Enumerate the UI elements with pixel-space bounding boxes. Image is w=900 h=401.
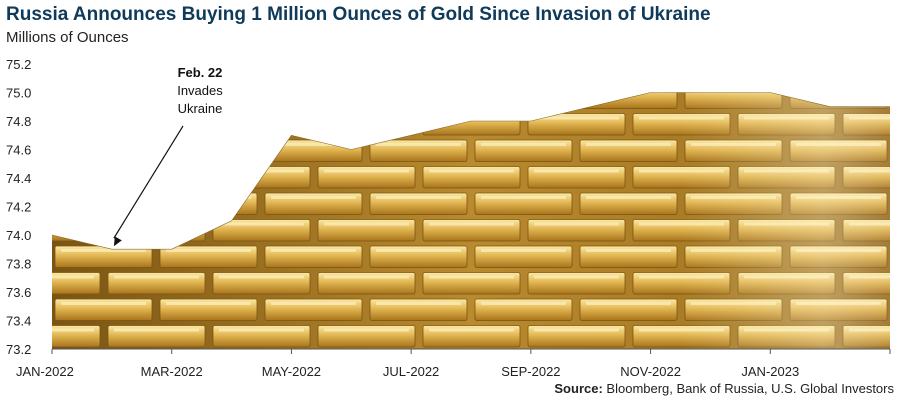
gold-bar-highlight: [429, 116, 514, 120]
x-tick-label: SEP-2022: [501, 364, 560, 379]
gold-bar-highlight: [376, 92, 461, 93]
y-tick-label: 73.8: [6, 257, 31, 272]
gold-bar-highlight: [324, 116, 409, 120]
gold-bar-highlight: [744, 64, 829, 67]
y-axis-unit-label: Millions of Ounces: [6, 29, 129, 46]
gold-bar-highlight: [534, 64, 619, 67]
gold-bar-highlight: [219, 116, 304, 120]
y-tick-label: 74.0: [6, 228, 31, 243]
gold-bar-highlight: [481, 92, 566, 93]
gold-bar: [843, 61, 900, 83]
gold-bar-highlight: [796, 92, 881, 93]
gold-bar-highlight: [114, 116, 199, 120]
gold-bar-highlight: [61, 92, 146, 93]
gold-bar: [423, 61, 520, 83]
annotation-arrow-line: [113, 125, 184, 239]
gold-bar: [317, 113, 416, 136]
y-tick-label: 73.6: [6, 285, 31, 300]
area-outline: [51, 92, 890, 250]
y-tick-label: 75.0: [6, 86, 31, 101]
gold-bar-highlight: [639, 64, 724, 67]
gold-bar-highlight: [52, 222, 94, 226]
y-tick-label: 74.8: [6, 114, 31, 129]
annotation-date: Feb. 22: [178, 65, 223, 80]
gold-bar: [54, 92, 153, 109]
gold-bar: [474, 92, 573, 109]
gold-bar-highlight: [219, 64, 304, 67]
gold-bar: [159, 139, 258, 162]
gold-bar: [369, 92, 468, 109]
gold-bar-highlight: [849, 64, 900, 67]
gold-bar: [212, 113, 311, 136]
gold-bar: [54, 192, 153, 215]
x-tick-label: JUL-2022: [383, 364, 439, 379]
gold-bar: [107, 113, 206, 136]
gold-bar: [633, 61, 730, 83]
gold-bar-highlight: [166, 196, 251, 199]
x-tick-label: NOV-2022: [620, 364, 681, 379]
x-tick-label: JAN-2022: [16, 364, 74, 379]
gold-bar: [318, 61, 415, 83]
gold-bar: [107, 219, 206, 242]
gold-bar: [528, 61, 625, 83]
y-tick-label: 73.2: [6, 342, 31, 357]
gold-bar: [213, 61, 310, 83]
annotation-arrowhead: [113, 236, 122, 247]
gold-bar-highlight: [114, 222, 199, 226]
x-tick-label: MAR-2022: [141, 364, 203, 379]
gold-bar: [264, 92, 363, 109]
source-label: Source:: [554, 381, 603, 396]
gold-bar-highlight: [271, 92, 356, 93]
chart-title: Russia Announces Buying 1 Million Ounces…: [6, 4, 711, 25]
gold-bar-highlight: [166, 143, 251, 146]
gold-bar-highlight: [61, 196, 146, 199]
y-tick-label: 74.2: [6, 200, 31, 215]
y-tick-label: 75.2: [6, 57, 31, 72]
gold-bar: [54, 139, 153, 162]
y-tick-label: 74.4: [6, 171, 31, 186]
gold-bar-highlight: [324, 64, 409, 67]
y-tick-label: 73.4: [6, 314, 31, 329]
annotation-line2: Ukraine: [178, 101, 223, 116]
x-tick-label: JAN-2023: [741, 364, 799, 379]
source-text: Bloomberg, Bank of Russia, U.S. Global I…: [606, 381, 894, 396]
gold-bar: [738, 61, 835, 83]
gold-bar-highlight: [429, 64, 514, 67]
gold-bar-highlight: [61, 143, 146, 146]
x-tick-label: MAY-2022: [262, 364, 321, 379]
source-note: Source: Bloomberg, Bank of Russia, U.S. …: [554, 381, 894, 396]
annotation-line1: Invades: [177, 83, 223, 98]
y-tick-label: 74.6: [6, 143, 31, 158]
